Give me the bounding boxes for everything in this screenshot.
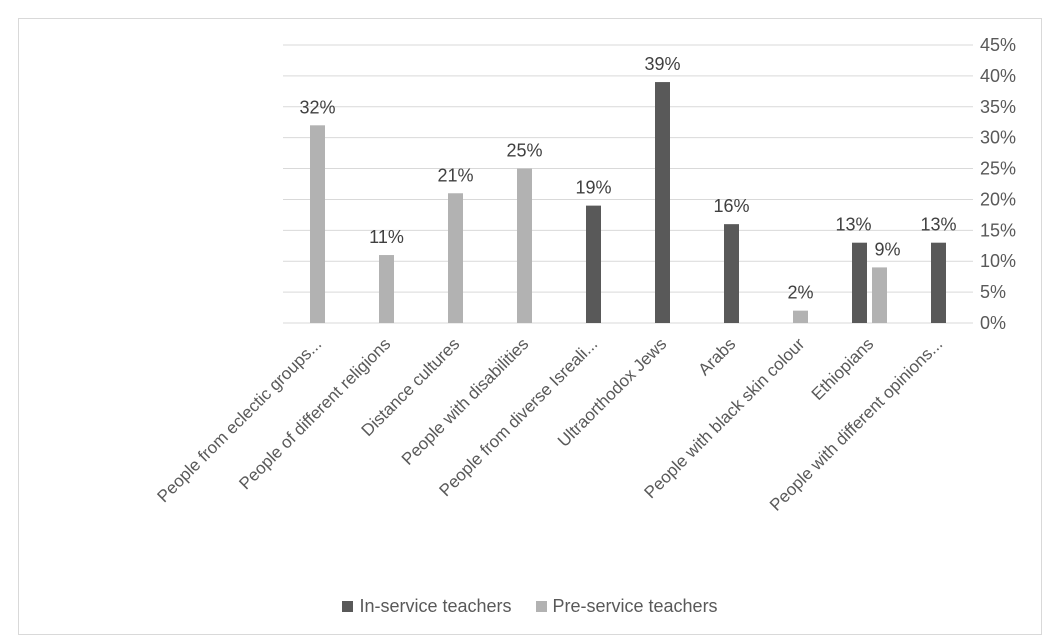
y-tick-label: 10% <box>980 251 1016 271</box>
y-tick-label: 25% <box>980 159 1016 179</box>
legend: In-service teachers Pre-service teachers <box>0 596 1060 617</box>
y-tick-label: 30% <box>980 128 1016 148</box>
x-category-label: Arabs <box>694 334 739 379</box>
data-label: 32% <box>299 97 335 117</box>
y-tick-label: 40% <box>980 66 1016 86</box>
bar-in-service <box>586 205 601 323</box>
legend-label-in-service: In-service teachers <box>359 596 512 616</box>
data-labels: 32%11%21%25%19%39%16%2%13%9%13% <box>299 54 956 303</box>
x-category-label: People with disabilities <box>398 334 532 468</box>
bar-in-service <box>724 224 739 323</box>
legend-label-pre-service: Pre-service teachers <box>552 596 718 616</box>
x-axis-categories: People from eclectic groups...People of … <box>154 334 947 515</box>
y-tick-label: 5% <box>980 282 1006 302</box>
y-tick-label: 45% <box>980 35 1016 55</box>
y-tick-label: 15% <box>980 220 1016 240</box>
bar-pre-service <box>872 267 887 323</box>
data-label: 13% <box>835 215 871 235</box>
y-tick-label: 0% <box>980 313 1006 333</box>
legend-item-in-service: In-service teachers <box>342 596 512 617</box>
data-label: 2% <box>787 283 813 303</box>
bar-in-service <box>852 242 867 323</box>
bar-pre-service <box>448 193 463 323</box>
bar-pre-service <box>793 310 808 323</box>
data-label: 25% <box>506 141 542 161</box>
legend-swatch-in-service <box>342 601 354 612</box>
legend-item-pre-service: Pre-service teachers <box>535 596 718 617</box>
legend-swatch-pre-service <box>535 601 547 612</box>
data-label: 39% <box>644 54 680 74</box>
data-label: 16% <box>713 196 749 216</box>
y-axis-ticks: 0% 5% 10% 15% 20% 25% 30% 35% 40% 45% <box>980 35 1016 333</box>
bars <box>310 82 946 323</box>
data-label: 21% <box>437 165 473 185</box>
data-label: 19% <box>575 178 611 198</box>
bar-in-service <box>931 242 946 323</box>
y-tick-label: 20% <box>980 189 1016 209</box>
x-category-label: Ethiopians <box>808 334 878 404</box>
bar-pre-service <box>310 125 325 323</box>
data-label: 13% <box>920 215 956 235</box>
data-label: 9% <box>874 239 900 259</box>
y-tick-label: 35% <box>980 97 1016 117</box>
bar-pre-service <box>517 168 532 323</box>
bar-pre-service <box>379 255 394 323</box>
data-label: 11% <box>369 227 404 247</box>
chart-frame <box>18 18 1042 635</box>
bar-in-service <box>655 82 670 323</box>
